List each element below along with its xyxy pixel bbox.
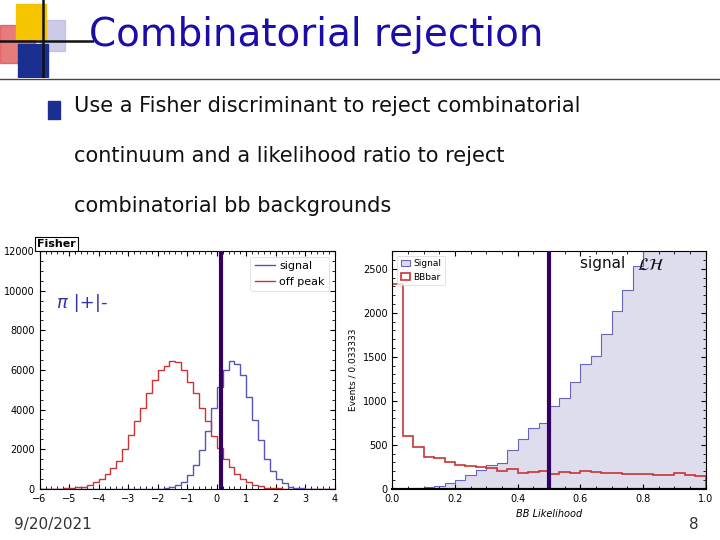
Text: Combinatorial rejection: Combinatorial rejection bbox=[89, 16, 544, 54]
Text: π |+|-: π |+|- bbox=[58, 294, 108, 312]
Text: continuum and a likelihood ratio to reject: continuum and a likelihood ratio to reje… bbox=[74, 146, 504, 166]
Bar bbox=[16, 4, 46, 39]
Bar bbox=[48, 101, 60, 119]
Legend: Signal, BBbar: Signal, BBbar bbox=[397, 255, 445, 285]
Polygon shape bbox=[392, 96, 706, 489]
Y-axis label: Events / 0.033333: Events / 0.033333 bbox=[348, 329, 357, 411]
Text: signal: signal bbox=[580, 256, 631, 271]
Text: $\mathcal{L}\mathcal{H}$: $\mathcal{L}\mathcal{H}$ bbox=[636, 256, 665, 274]
Text: 8: 8 bbox=[689, 517, 698, 532]
Text: Use a Fisher discriminant to reject combinatorial: Use a Fisher discriminant to reject comb… bbox=[74, 96, 580, 116]
Bar bbox=[18, 44, 48, 77]
Bar bbox=[40, 19, 65, 51]
Legend: signal, off peak: signal, off peak bbox=[251, 256, 329, 291]
Bar bbox=[0, 25, 35, 63]
X-axis label: BB Likelihood: BB Likelihood bbox=[516, 509, 582, 519]
Text: combinatorial bb backgrounds: combinatorial bb backgrounds bbox=[74, 196, 391, 216]
Text: Fisher: Fisher bbox=[37, 239, 76, 249]
Text: 9/20/2021: 9/20/2021 bbox=[14, 517, 92, 532]
